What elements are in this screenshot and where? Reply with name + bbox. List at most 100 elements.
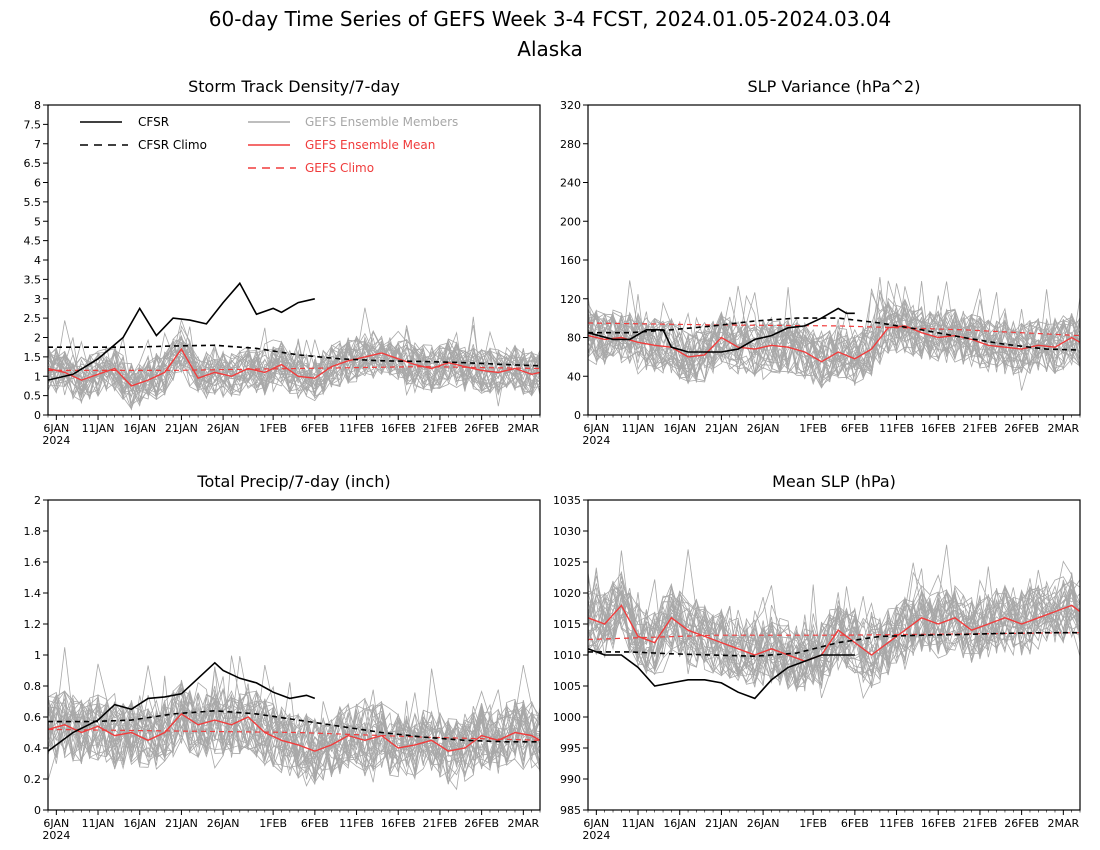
y-tick-label: 2.5 — [24, 312, 42, 325]
y-tick-label: 80 — [567, 332, 581, 345]
series-cfsr — [587, 648, 855, 700]
y-tick-label: 1030 — [553, 525, 581, 538]
x-tick-label: 21FEB — [423, 817, 458, 830]
x-tick-label: 6FEB — [301, 817, 329, 830]
y-tick-label: 1025 — [553, 556, 581, 569]
series-cfsr-climo — [48, 344, 541, 367]
x-tick-label: 21FEB — [963, 817, 998, 830]
x-tick-label: 11FEB — [879, 422, 914, 435]
x-tick-label: 11FEB — [339, 422, 374, 435]
panel-title: Total Precip/7-day (inch) — [196, 472, 390, 491]
y-tick-label: 1.8 — [24, 525, 42, 538]
x-tick-label: 11JAN — [622, 422, 655, 435]
figure-subtitle: Alaska — [517, 37, 582, 61]
ensemble-member-line — [587, 309, 1081, 391]
x-tick-label: 21FEB — [963, 422, 998, 435]
series-gefs-climo — [587, 322, 1081, 337]
x-tick-label: 21JAN — [165, 817, 198, 830]
x-tick-label: 2MAR — [507, 422, 539, 435]
x-tick-label: 11FEB — [879, 817, 914, 830]
storm-track-density-panel: Storm Track Density/7-day 0 0.5 1 1.5 2 2.5 3 3… — [24, 77, 541, 447]
x-tick-label: 6FEB — [841, 422, 869, 435]
y-tick-label: 1.5 — [24, 351, 42, 364]
y-tick-label: 985 — [560, 804, 581, 817]
x-tick-label: 6FEB — [301, 422, 329, 435]
ensemble-members — [47, 307, 541, 411]
x-tick-label: 11JAN — [82, 817, 115, 830]
x-tick-label: 16FEB — [381, 422, 416, 435]
ensemble-member-line — [47, 340, 541, 397]
ensemble-member-line — [47, 316, 541, 400]
y-tick-label: 2 — [34, 332, 41, 345]
series-gefs-climo — [48, 365, 541, 371]
x-tick-label: 26FEB — [1004, 817, 1039, 830]
x-tick-label: 26JAN — [747, 817, 780, 830]
y-tick-label: 0.2 — [24, 773, 42, 786]
x-tick-label: 16FEB — [381, 817, 416, 830]
y-tick-label: 2 — [34, 494, 41, 507]
ensemble-member-line — [47, 325, 541, 400]
x-tick-label: 6JAN — [583, 422, 609, 435]
series-cfsr-climo — [588, 317, 1081, 351]
x-year-label: 2024 — [42, 829, 70, 842]
y-tick-label: 1005 — [553, 680, 581, 693]
y-tick-label: 1000 — [553, 711, 581, 724]
x-tick-label: 6FEB — [841, 817, 869, 830]
ensemble-member-line — [47, 338, 541, 410]
ensemble-members — [587, 544, 1081, 700]
figure-title: 60-day Time Series of GEFS Week 3-4 FCST… — [209, 7, 891, 31]
series-gefs-ensemble-mean — [47, 347, 541, 387]
y-tick-label: 0 — [574, 409, 581, 422]
x-tick-label: 1FEB — [259, 422, 287, 435]
x-tick-label: 11FEB — [339, 817, 374, 830]
slp-variance-panel: SLP Variance (hPa^2) 0 40 80 120 160 200 240 28… — [560, 77, 1081, 447]
y-tick-label: 3.5 — [24, 273, 42, 286]
y-tick-label: 1035 — [553, 494, 581, 507]
x-tick-label: 1FEB — [799, 422, 827, 435]
x-tick-label: 26FEB — [1004, 422, 1039, 435]
legend-label-cfsr-climo: CFSR Climo — [138, 138, 207, 152]
series-gefs-ensemble-mean — [587, 604, 1081, 662]
series-cfsr — [47, 281, 315, 381]
y-tick-label: 1 — [34, 649, 41, 662]
x-tick-label: 21JAN — [705, 422, 738, 435]
ensemble-member-line — [47, 342, 541, 402]
y-tick-label: 0 — [34, 804, 41, 817]
y-tick-label: 160 — [560, 254, 581, 267]
x-tick-label: 16FEB — [921, 817, 956, 830]
total-precip-panel: Total Precip/7-day (inch) 0 0.2 0.4 0.6 0.8 1… — [24, 472, 541, 842]
x-tick-label: 21JAN — [165, 422, 198, 435]
legend-label-members: GEFS Ensemble Members — [305, 115, 458, 129]
y-tick-label: 4 — [34, 254, 41, 267]
y-tick-label: 1010 — [553, 649, 581, 662]
ensemble-member-line — [587, 589, 1081, 690]
ensemble-member-line — [587, 302, 1081, 380]
ensemble-member-line — [47, 337, 541, 402]
x-tick-label: 26JAN — [207, 817, 240, 830]
legend-label-gefs-climo: GEFS Climo — [305, 161, 374, 175]
y-tick-label: 8 — [34, 99, 41, 112]
y-tick-label: 320 — [560, 99, 581, 112]
y-tick-label: 0.5 — [24, 390, 42, 403]
ensemble-member-line — [587, 310, 1081, 380]
ensemble-member-line — [587, 295, 1081, 382]
y-tick-label: 1.2 — [24, 618, 42, 631]
ensemble-member-line — [587, 296, 1081, 383]
x-year-label: 2024 — [582, 829, 610, 842]
y-tick-label: 1 — [34, 370, 41, 383]
y-tick-label: 7 — [34, 138, 41, 151]
ensemble-member-line — [587, 544, 1081, 685]
ensemble-member-line — [47, 689, 541, 773]
panel-title: Mean SLP (hPa) — [772, 472, 896, 491]
ensemble-member-line — [47, 318, 541, 405]
x-tick-label: 26JAN — [207, 422, 240, 435]
ensemble-member-line — [587, 567, 1081, 679]
y-tick-label: 995 — [560, 742, 581, 755]
x-tick-label: 11JAN — [82, 422, 115, 435]
legend-label-cfsr: CFSR — [138, 115, 169, 129]
y-tick-label: 6 — [34, 177, 41, 190]
x-tick-label: 2MAR — [1047, 422, 1079, 435]
x-tick-label: 16FEB — [921, 422, 956, 435]
x-tick-label: 2MAR — [1047, 817, 1079, 830]
y-tick-label: 120 — [560, 293, 581, 306]
